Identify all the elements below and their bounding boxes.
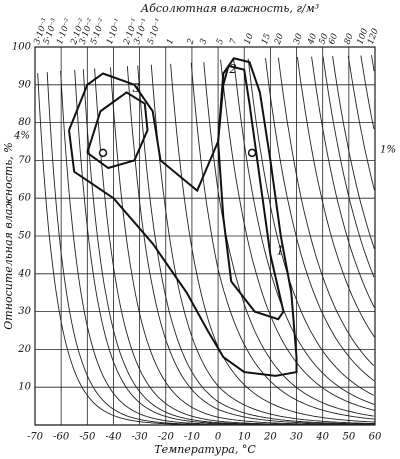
y-tick-label: 100 (12, 42, 32, 53)
chart-title: Абсолютная влажность, г/м³ (140, 2, 319, 15)
isoline (371, 55, 375, 72)
contour-label: 1 (276, 243, 284, 257)
isoline (247, 58, 374, 396)
isoline (203, 62, 374, 417)
x2-tick-label: 1 (165, 37, 176, 46)
y-tick-label: 70 (18, 155, 31, 166)
y-tick-label: 90 (18, 79, 31, 90)
x-tick-label: 30 (290, 432, 303, 443)
x-axis-label: Температура, °C (154, 443, 256, 456)
y-tick-label: 60 (18, 193, 31, 204)
isoline (277, 57, 375, 367)
x-tick-label: -10 (184, 432, 201, 443)
x2-tick-label: 30 (292, 32, 305, 46)
y-tick-label: 50 (18, 231, 31, 242)
y-tick-label: 20 (17, 344, 31, 355)
x-tick-label: 20 (263, 432, 277, 443)
x2-tick-label: 15 (260, 32, 273, 46)
x-tick-label: 50 (342, 432, 355, 443)
isoline (190, 62, 375, 420)
x2-tick-label: 20 (273, 32, 287, 47)
isoline (220, 59, 376, 411)
isoline (137, 65, 375, 425)
x-tick-label: 0 (215, 432, 222, 443)
y-tick-label: 10 (18, 382, 31, 393)
x2-tick-label: 7 (228, 37, 239, 46)
isoline (296, 57, 375, 338)
contour (86, 91, 149, 170)
x-tick-label: -20 (158, 432, 175, 443)
x-tick-label: -70 (27, 432, 44, 443)
y-tick-label: 30 (18, 306, 31, 317)
isoline (170, 63, 375, 423)
y-tick-label: 40 (17, 268, 31, 279)
x2-tick-label: 2 (185, 37, 197, 46)
x2-tick-label: 80 (343, 32, 356, 46)
isoline (110, 67, 375, 426)
annotation: 4% (13, 131, 30, 142)
point (98, 148, 108, 158)
contour-label: 2 (228, 62, 237, 76)
isoline (311, 56, 375, 308)
x-tick-label: -30 (132, 432, 149, 443)
y-tick-label: 80 (18, 117, 31, 128)
x2-tick-label: 5 (215, 37, 226, 46)
y-axis-label: Относительная влажность, % (2, 142, 15, 329)
isoline (332, 56, 375, 250)
x2-tick-label: 40 (306, 32, 320, 47)
annotation: 1% (380, 145, 396, 156)
x2-tick-label: 10 (243, 32, 256, 46)
isoline (233, 59, 376, 406)
x-tick-label: -40 (105, 432, 122, 443)
x-tick-label: 40 (315, 432, 329, 443)
isoline (126, 66, 375, 425)
x-tick-label: -60 (53, 432, 70, 443)
isoline (322, 56, 375, 278)
x2-tick-label: 3 (198, 37, 209, 46)
x-tick-label: 10 (238, 432, 251, 443)
x2-tick-label: 50 (317, 32, 330, 46)
isoline (360, 55, 375, 130)
contour-label: 3 (133, 81, 141, 95)
point (247, 148, 257, 158)
contour (68, 57, 298, 377)
x2-tick-label: 60 (327, 32, 340, 46)
isoline (347, 55, 375, 191)
x-tick-label: -50 (79, 432, 96, 443)
isoline (265, 58, 375, 382)
isoline (150, 64, 375, 424)
x-tick-label: 60 (369, 432, 382, 443)
